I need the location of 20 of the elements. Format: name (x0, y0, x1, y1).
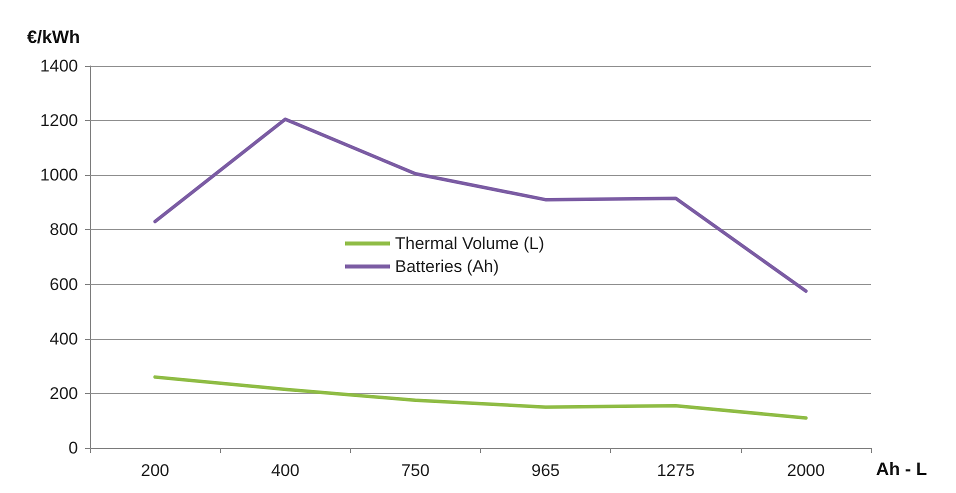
x-tick-label: 400 (271, 461, 300, 480)
y-tick-label: 600 (50, 274, 78, 294)
x-tick-label: 965 (531, 461, 560, 480)
y-tick-label: 800 (50, 220, 78, 240)
y-tick-label: 200 (50, 384, 78, 403)
legend-label: Batteries (Ah) (395, 257, 499, 276)
x-tick-label: 750 (401, 461, 430, 480)
line-series (153, 117, 808, 293)
y-tick-label: 1000 (40, 166, 78, 185)
y-tick-label: 1200 (40, 111, 78, 130)
y-tick-label: 0 (68, 438, 78, 458)
x-axis-title: Ah - L (876, 459, 927, 479)
line-series (153, 375, 808, 420)
legend-label: Thermal Volume (L) (395, 234, 544, 253)
x-tick-label: 1275 (656, 461, 695, 480)
y-axis-title: €/kWh (26, 27, 80, 47)
y-tick-label: 400 (50, 329, 78, 348)
x-tick-label: 2000 (787, 461, 825, 480)
y-tick-label: 1400 (40, 56, 78, 76)
x-tick-label: 200 (140, 461, 170, 480)
